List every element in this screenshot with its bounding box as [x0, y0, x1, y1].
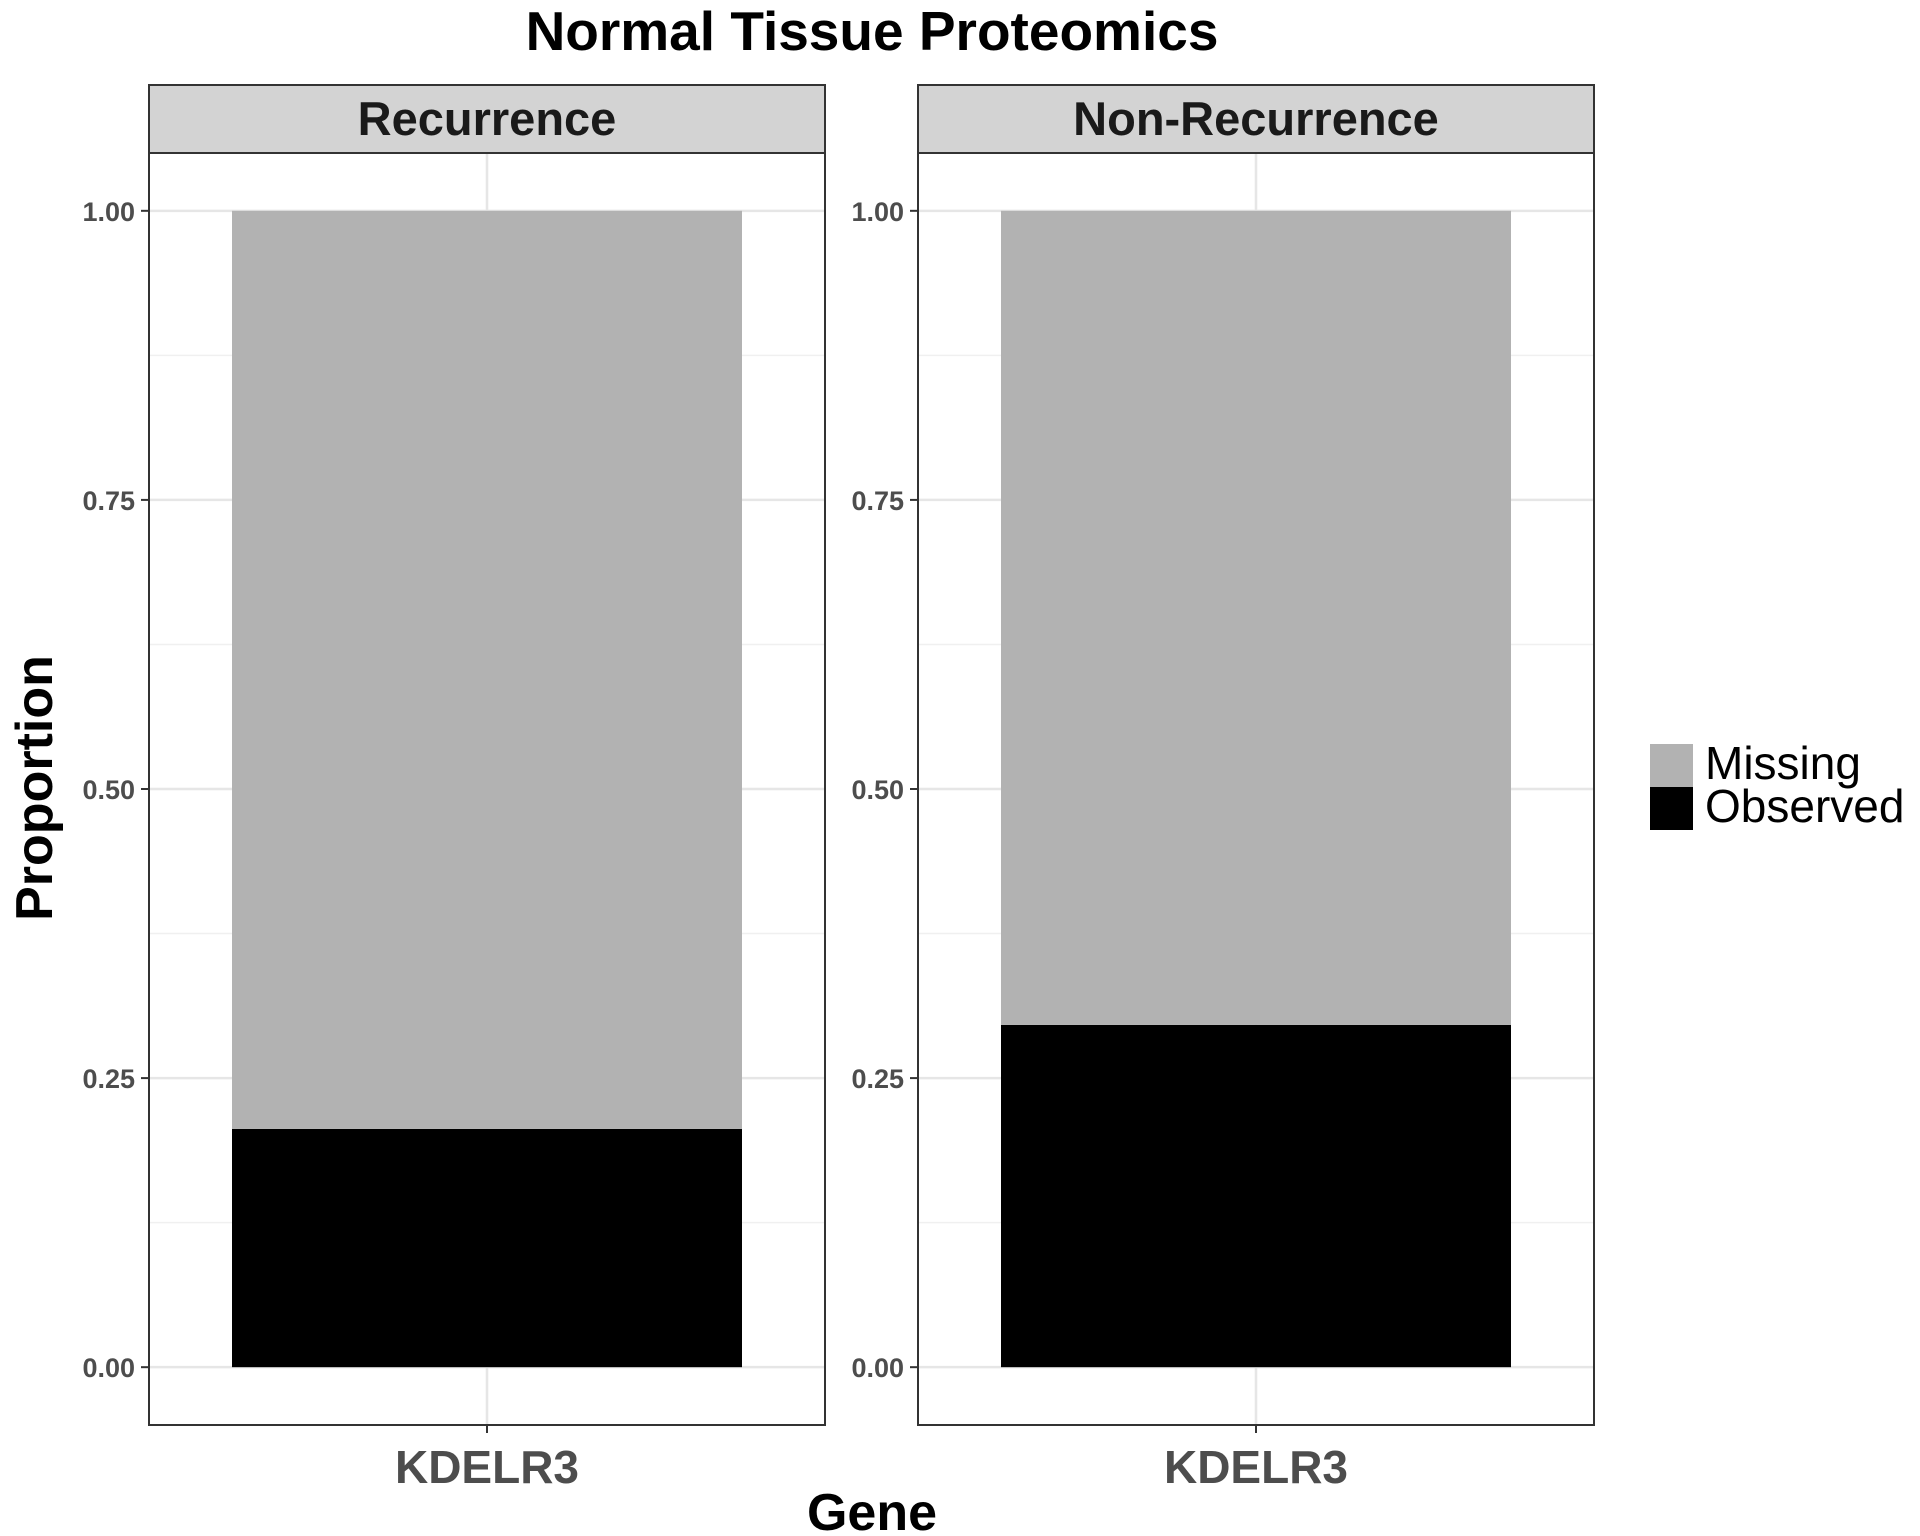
- y-tick-label: 0.00: [82, 1353, 135, 1383]
- strip-label: Recurrence: [358, 92, 617, 145]
- legend-label-missing: Missing: [1705, 737, 1861, 789]
- facet-panel-2: Non-Recurrence 0.00 0.25 0.50 0.75 1.00 KDELR3: [851, 84, 1595, 1493]
- strip-background: [148, 84, 826, 154]
- y-tick-label: 1.00: [851, 197, 904, 227]
- y-tick-label: 0.75: [82, 486, 135, 516]
- facet-panels: Recurrence0.000.250.500.751.00KDELR3Non-…: [82, 84, 1595, 1493]
- facet-panel-1: Recurrence 0.00 0.25 0.50 0.75 1.00 KDELR3: [82, 84, 826, 1493]
- y-tick-label: 0.00: [851, 1353, 904, 1383]
- chart-title: Normal Tissue Proteomics: [526, 0, 1219, 62]
- legend-key-missing: [1650, 744, 1693, 787]
- x-tick-label: KDELR3: [395, 1441, 579, 1493]
- x-tick-label: KDELR3: [1164, 1441, 1348, 1493]
- strip-label: Non-Recurrence: [1073, 92, 1439, 145]
- bar-missing: [232, 210, 742, 1129]
- y-tick-label: 0.25: [851, 1064, 904, 1094]
- y-tick-label: 0.50: [82, 775, 135, 805]
- y-tick-label: 0.50: [851, 775, 904, 805]
- bar-missing: [1001, 210, 1511, 1025]
- bar-observed: [232, 1128, 742, 1368]
- y-tick-label: 0.75: [851, 486, 904, 516]
- legend-key-observed: [1650, 787, 1693, 830]
- strip-background: [917, 84, 1595, 154]
- bar-observed: [1001, 1024, 1511, 1368]
- y-axis-title: Proportion: [6, 655, 64, 921]
- x-axis-title: Gene: [807, 1484, 937, 1536]
- legend-label-observed: Observed: [1705, 780, 1904, 832]
- y-tick-label: 0.25: [82, 1064, 135, 1094]
- y-tick-label: 1.00: [82, 197, 135, 227]
